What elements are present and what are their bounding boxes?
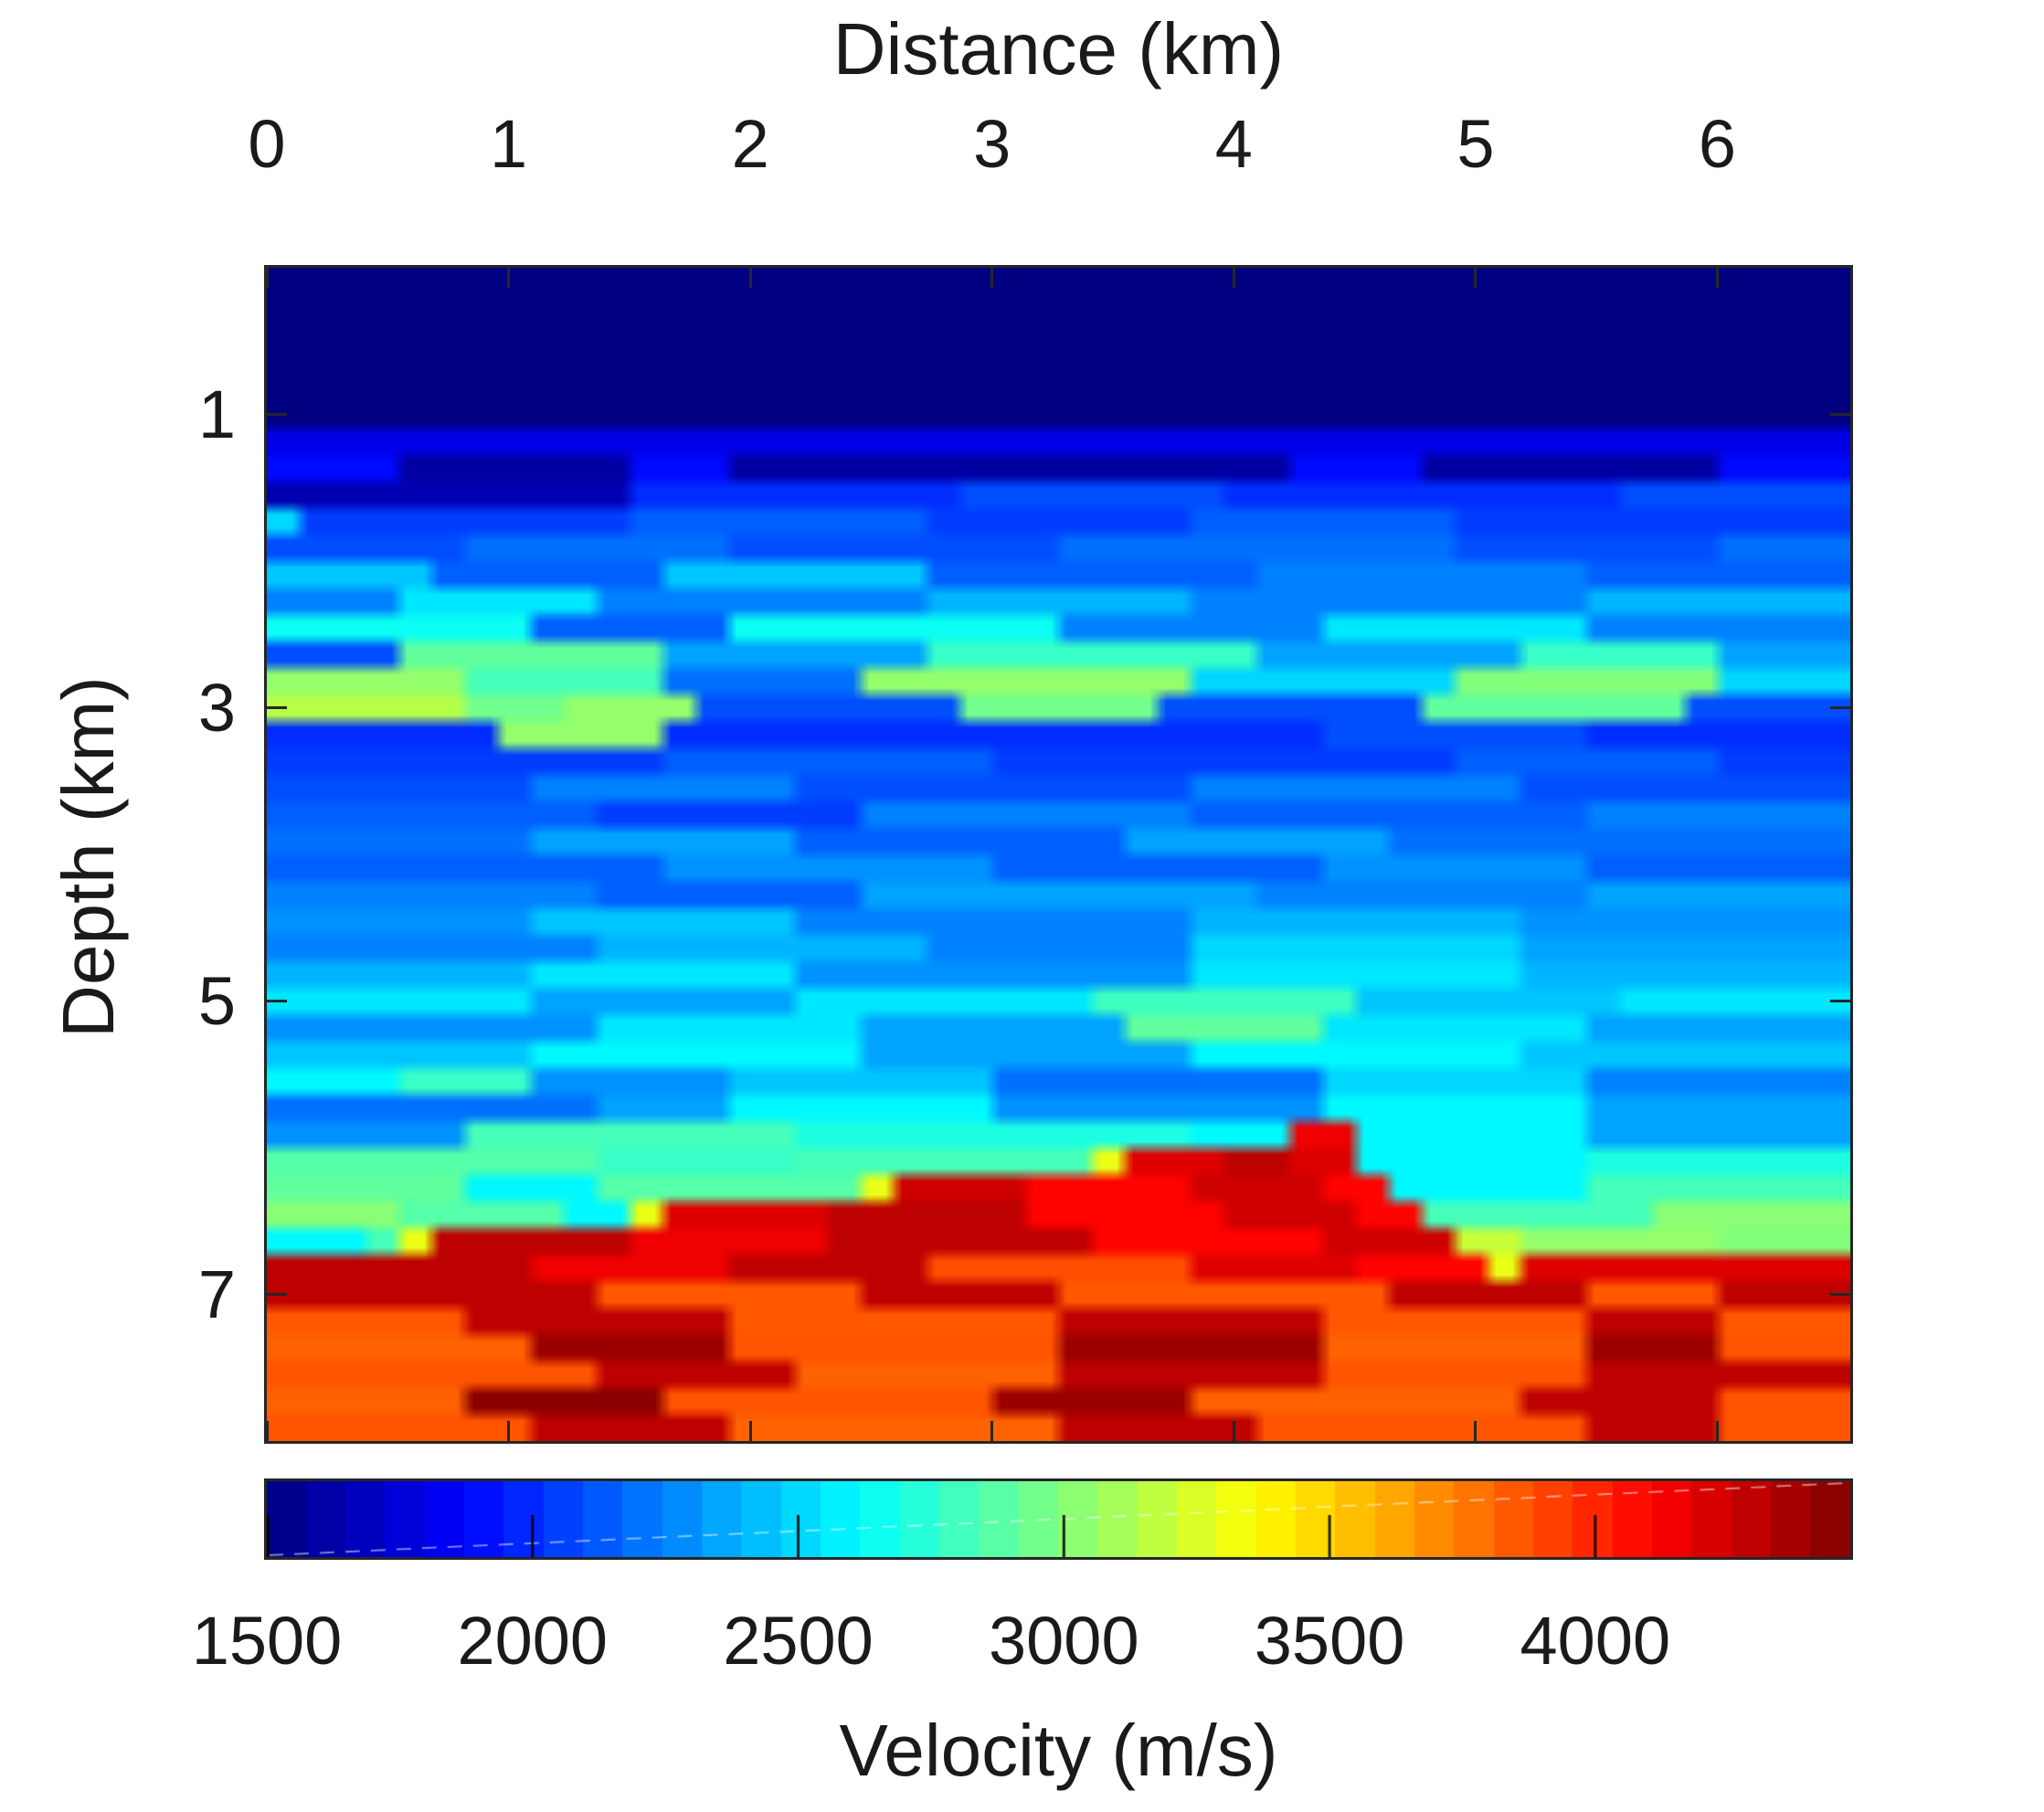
x-tick-label: 4	[1214, 106, 1253, 182]
y-tick-mark	[267, 1293, 287, 1296]
x-tick-mark	[1474, 1421, 1477, 1441]
colorbar-tick-label: 4000	[1520, 1603, 1671, 1679]
y-tick-label: 7	[197, 1256, 236, 1332]
y-tick-mark	[1830, 706, 1850, 709]
colorbar-tick-label: 1500	[191, 1603, 343, 1679]
x-tick-label: 5	[1456, 106, 1495, 182]
x-tick-mark	[265, 1421, 269, 1441]
x-tick-mark	[1715, 1421, 1719, 1441]
x-tick-mark	[990, 1421, 994, 1441]
x-tick-mark	[748, 1421, 752, 1441]
x-tick-mark	[265, 268, 269, 288]
y-tick-label: 3	[197, 669, 236, 746]
y-tick-mark	[267, 1000, 287, 1002]
y-tick-mark	[267, 413, 287, 416]
colorbar	[264, 1478, 1853, 1560]
x-tick-mark	[507, 268, 511, 288]
x-tick-mark	[990, 268, 994, 288]
y-axis-title: Depth (km)	[48, 676, 129, 1038]
x-tick-mark	[1715, 268, 1719, 288]
y-tick-mark	[1830, 1293, 1850, 1296]
x-tick-label: 1	[490, 106, 528, 182]
heatmap-plot-area	[264, 265, 1853, 1444]
x-tick-label: 6	[1698, 106, 1737, 182]
x-tick-mark	[1232, 268, 1235, 288]
y-tick-mark	[1830, 413, 1850, 416]
y-tick-mark	[1830, 1000, 1850, 1002]
colorbar-title: Velocity (m/s)	[839, 1710, 1278, 1791]
x-tick-label: 0	[248, 106, 286, 182]
x-tick-mark	[748, 268, 752, 288]
x-tick-mark	[1232, 1421, 1235, 1441]
x-axis-title: Distance (km)	[832, 8, 1285, 90]
y-tick-mark	[267, 706, 287, 709]
colorbar-tick-label: 3500	[1254, 1603, 1405, 1679]
colorbar-tick-label: 2500	[723, 1603, 874, 1679]
colorbar-canvas	[267, 1481, 1850, 1557]
x-tick-mark	[507, 1421, 511, 1441]
colorbar-tick-label: 2000	[457, 1603, 609, 1679]
velocity-heatmap-canvas	[267, 268, 1850, 1441]
y-tick-label: 1	[197, 376, 236, 452]
x-tick-label: 3	[973, 106, 1011, 182]
x-tick-mark	[1474, 268, 1477, 288]
colorbar-tick-label: 3000	[989, 1603, 1139, 1679]
x-tick-label: 2	[731, 106, 769, 182]
y-tick-label: 5	[197, 962, 236, 1039]
